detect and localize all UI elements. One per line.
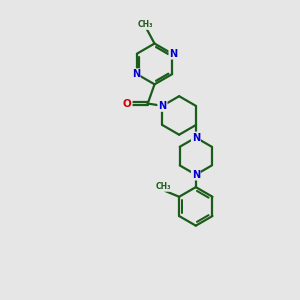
Text: N: N [158,101,166,111]
Text: N: N [132,69,140,79]
Text: N: N [192,133,200,142]
Text: CH₃: CH₃ [156,182,172,191]
Text: N: N [192,133,200,142]
Text: CH₃: CH₃ [138,20,153,29]
Text: N: N [192,170,200,180]
Text: O: O [123,99,132,109]
Text: N: N [169,49,177,59]
Text: N: N [158,101,166,111]
